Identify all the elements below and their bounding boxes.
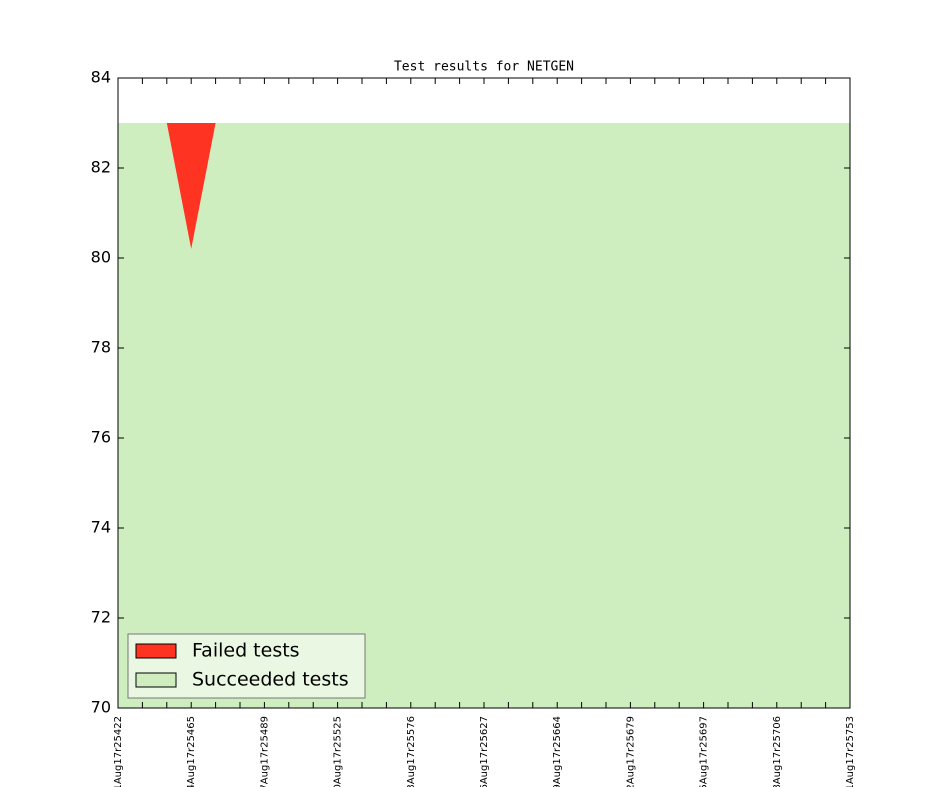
y-tick-label: 74 — [91, 518, 111, 537]
legend-label: Succeeded tests — [192, 669, 349, 691]
y-tick-label: 78 — [91, 338, 111, 357]
x-tick-label: 3Aug17r25576 — [406, 716, 417, 787]
y-tick-label: 82 — [91, 158, 111, 177]
area — [118, 123, 850, 708]
y-tick-label: 76 — [91, 428, 111, 447]
y-tick-label: 80 — [91, 248, 111, 267]
x-tick-label: 9Aug17r25664 — [552, 716, 563, 787]
x-tick-label: 1Aug17r25753 — [845, 716, 856, 787]
x-tick-label: 8Aug17r25706 — [772, 716, 783, 787]
x-tick-label: 4Aug17r25465 — [186, 716, 197, 787]
x-tick-label: 5Aug17r25697 — [699, 716, 710, 787]
legend-swatch — [135, 672, 177, 688]
area — [118, 123, 850, 249]
plot-areas — [118, 123, 850, 708]
legend-label: Failed tests — [192, 640, 300, 662]
legend-swatch — [135, 643, 177, 659]
y-tick-label: 70 — [91, 698, 111, 717]
x-tick-label: 2Aug17r25679 — [625, 716, 636, 787]
x-tick-label: 0Aug17r25525 — [333, 716, 344, 787]
y-tick-label: 72 — [91, 608, 111, 627]
x-tick-label: 7Aug17r25489 — [259, 716, 270, 787]
x-tick-label: 6Aug17r25627 — [479, 716, 490, 787]
chart-title: Test results for NETGEN — [394, 60, 574, 75]
x-tick-label: 1Aug17r25422 — [113, 716, 124, 787]
y-tick-label: 84 — [91, 68, 111, 87]
